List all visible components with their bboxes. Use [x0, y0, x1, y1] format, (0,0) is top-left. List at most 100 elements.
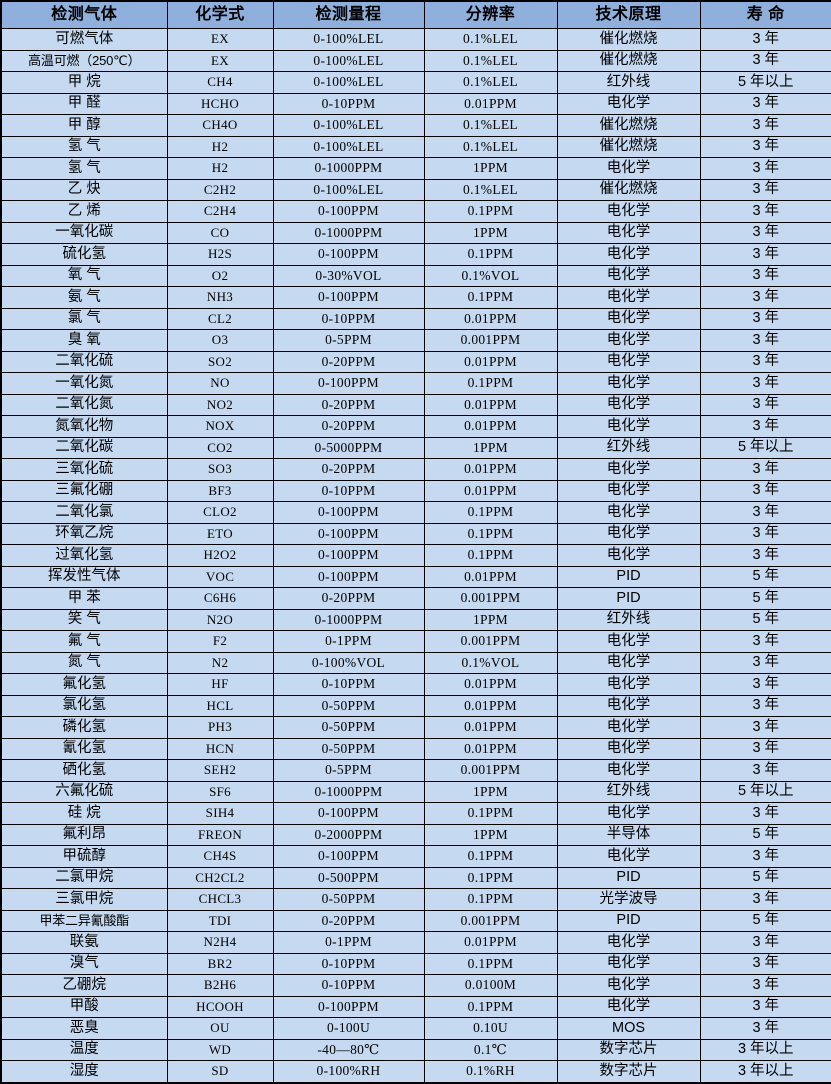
cell-res: 0.1%LEL [423, 178, 558, 201]
cell-gas: 二氧化碳 [0, 436, 168, 459]
cell-tech: 电化学 [556, 931, 701, 954]
cell-res: 0.1PPM [423, 802, 558, 825]
cell-tech: 催化燃烧 [556, 178, 701, 201]
table-row: 硒化氢 SEH2 0-5PPM 0.001PPM 电化学 3 年 [0, 759, 831, 782]
cell-tech: 电化学 [556, 393, 701, 416]
cell-tech: 电化学 [556, 995, 701, 1018]
cell-form: NO [166, 372, 274, 395]
table-row: 氯化氢 HCL 0-50PPM 0.01PPM 电化学 3 年 [0, 694, 831, 717]
cell-gas: 氟化氢 [0, 673, 168, 696]
cell-tech: 红外线 [556, 71, 701, 94]
cell-res: 0.01PPM [423, 479, 558, 502]
cell-tech: 电化学 [556, 802, 701, 825]
cell-gas: 氰化氢 [0, 737, 168, 760]
cell-life: 3 年以上 [699, 1060, 831, 1083]
cell-gas: 氯 气 [0, 307, 168, 330]
cell-life: 5 年 [699, 608, 831, 631]
cell-tech: 电化学 [556, 694, 701, 717]
cell-range: 0-20PPM [272, 350, 425, 373]
table-row: 硅 烷 SIH4 0-100PPM 0.1PPM 电化学 3 年 [0, 802, 831, 825]
table-row: 乙 炔 C2H2 0-100%LEL 0.1%LEL 催化燃烧 3 年 [0, 178, 831, 201]
cell-form: N2O [166, 608, 274, 631]
cell-gas: 硒化氢 [0, 759, 168, 782]
table-row: 氮氧化物 NOX 0-20PPM 0.01PPM 电化学 3 年 [0, 415, 831, 438]
cell-res: 0.01PPM [423, 931, 558, 954]
table-row: 氯 气 CL2 0-10PPM 0.01PPM 电化学 3 年 [0, 307, 831, 330]
table-row: 三氟化硼 BF3 0-10PPM 0.01PPM 电化学 3 年 [0, 479, 831, 502]
cell-life: 5 年 [699, 587, 831, 610]
table-row: 挥发性气体 VOC 0-100PPM 0.01PPM PID 5 年 [0, 565, 831, 588]
cell-life: 3 年 [699, 243, 831, 266]
cell-gas: 氧 气 [0, 264, 168, 287]
cell-res: 0.1PPM [423, 286, 558, 309]
cell-life: 3 年 [699, 931, 831, 954]
cell-range: 0-20PPM [272, 587, 425, 610]
cell-life: 5 年以上 [699, 780, 831, 803]
table-row: 二氯甲烷 CH2CL2 0-500PPM 0.1PPM PID 5 年 [0, 866, 831, 889]
cell-gas: 湿度 [0, 1060, 168, 1083]
cell-range: 0-50PPM [272, 716, 425, 739]
cell-life: 3 年 [699, 415, 831, 438]
cell-form: HCN [166, 737, 274, 760]
table-row: 乙 烯 C2H4 0-100PPM 0.1PPM 电化学 3 年 [0, 200, 831, 223]
cell-tech: MOS [556, 1017, 701, 1040]
cell-res: 0.1%VOL [423, 651, 558, 674]
cell-gas: 硅 烷 [0, 802, 168, 825]
cell-tech: 电化学 [556, 974, 701, 997]
cell-res: 0.1PPM [423, 888, 558, 911]
cell-life: 3 年 [699, 737, 831, 760]
cell-gas: 环氧乙烷 [0, 522, 168, 545]
cell-range: 0-100PPM [272, 544, 425, 567]
cell-gas: 二氧化氯 [0, 501, 168, 524]
cell-gas: 甲 苯 [0, 587, 168, 610]
cell-range: 0-1PPM [272, 931, 425, 954]
cell-range: 0-10PPM [272, 479, 425, 502]
cell-form: BR2 [166, 952, 274, 975]
cell-life: 5 年 [699, 565, 831, 588]
cell-gas: 氟 气 [0, 630, 168, 653]
cell-tech: 电化学 [556, 307, 701, 330]
cell-life: 3 年 [699, 157, 831, 180]
cell-life: 3 年 [699, 845, 831, 868]
cell-tech: 电化学 [556, 157, 701, 180]
table-row: 高温可燃（250℃） EX 0-100%LEL 0.1%LEL 催化燃烧 3 年 [0, 49, 831, 72]
cell-life: 3 年 [699, 92, 831, 115]
cell-res: 0.1PPM [423, 501, 558, 524]
cell-range: 0-100PPM [272, 286, 425, 309]
cell-range: 0-100PPM [272, 200, 425, 223]
table-row: 三氯甲烷 CHCL3 0-50PPM 0.1PPM 光学波导 3 年 [0, 888, 831, 911]
cell-res: 0.001PPM [423, 909, 558, 932]
table-row: 甲 醛 HCHO 0-10PPM 0.01PPM 电化学 3 年 [0, 92, 831, 115]
cell-res: 0.01PPM [423, 350, 558, 373]
cell-tech: 电化学 [556, 286, 701, 309]
cell-gas: 溴气 [0, 952, 168, 975]
cell-range: 0-100PPM [272, 995, 425, 1018]
cell-res: 0.1℃ [423, 1038, 558, 1061]
cell-life: 3 年 [699, 479, 831, 502]
cell-res: 0.01PPM [423, 415, 558, 438]
cell-gas: 氯化氢 [0, 694, 168, 717]
cell-form: VOC [166, 565, 274, 588]
cell-form: WD [166, 1038, 274, 1061]
cell-range: 0-10PPM [272, 952, 425, 975]
cell-tech: 红外线 [556, 608, 701, 631]
cell-range: 0-100%LEL [272, 49, 425, 72]
cell-range: 0-100%LEL [272, 178, 425, 201]
cell-gas: 过氧化氢 [0, 544, 168, 567]
cell-range: 0-1000PPM [272, 780, 425, 803]
cell-form: SD [166, 1060, 274, 1083]
cell-range: 0-100%LEL [272, 114, 425, 137]
cell-life: 3 年 [699, 393, 831, 416]
cell-gas: 可燃气体 [0, 28, 168, 51]
cell-res: 0.001PPM [423, 759, 558, 782]
cell-res: 0.1%VOL [423, 264, 558, 287]
table-row: 甲 苯 C6H6 0-20PPM 0.001PPM PID 5 年 [0, 587, 831, 610]
cell-form: TDI [166, 909, 274, 932]
cell-tech: 电化学 [556, 329, 701, 352]
cell-tech: 电化学 [556, 221, 701, 244]
cell-res: 1PPM [423, 823, 558, 846]
cell-form: HCHO [166, 92, 274, 115]
cell-range: 0-20PPM [272, 393, 425, 416]
cell-res: 0.1PPM [423, 952, 558, 975]
cell-range: 0-100%LEL [272, 135, 425, 158]
